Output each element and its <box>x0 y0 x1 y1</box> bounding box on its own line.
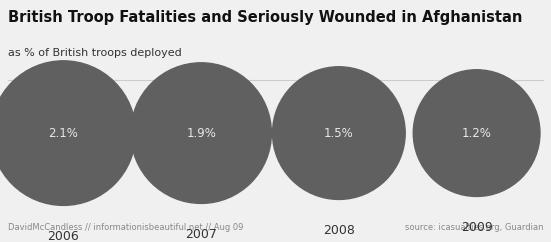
Text: British Troop Fatalities and Seriously Wounded in Afghanistan: British Troop Fatalities and Seriously W… <box>8 10 522 25</box>
Ellipse shape <box>413 70 540 197</box>
Ellipse shape <box>0 61 136 205</box>
Text: 2.1%: 2.1% <box>48 127 78 140</box>
Text: DavidMcCandless // informationisbeautiful.net // Aug 09: DavidMcCandless // informationisbeautifu… <box>8 223 243 232</box>
Text: 1.9%: 1.9% <box>186 127 216 140</box>
Ellipse shape <box>131 63 272 204</box>
Text: 1.2%: 1.2% <box>462 127 491 140</box>
Text: 2006: 2006 <box>47 230 79 242</box>
Ellipse shape <box>273 67 405 199</box>
Text: source: icasualties.org, Guardian: source: icasualties.org, Guardian <box>405 223 543 232</box>
Text: 2007: 2007 <box>185 228 217 241</box>
Text: 2009: 2009 <box>461 221 493 234</box>
Text: 2008: 2008 <box>323 224 355 237</box>
Text: as % of British troops deployed: as % of British troops deployed <box>8 48 181 58</box>
Text: 1.5%: 1.5% <box>324 127 354 140</box>
